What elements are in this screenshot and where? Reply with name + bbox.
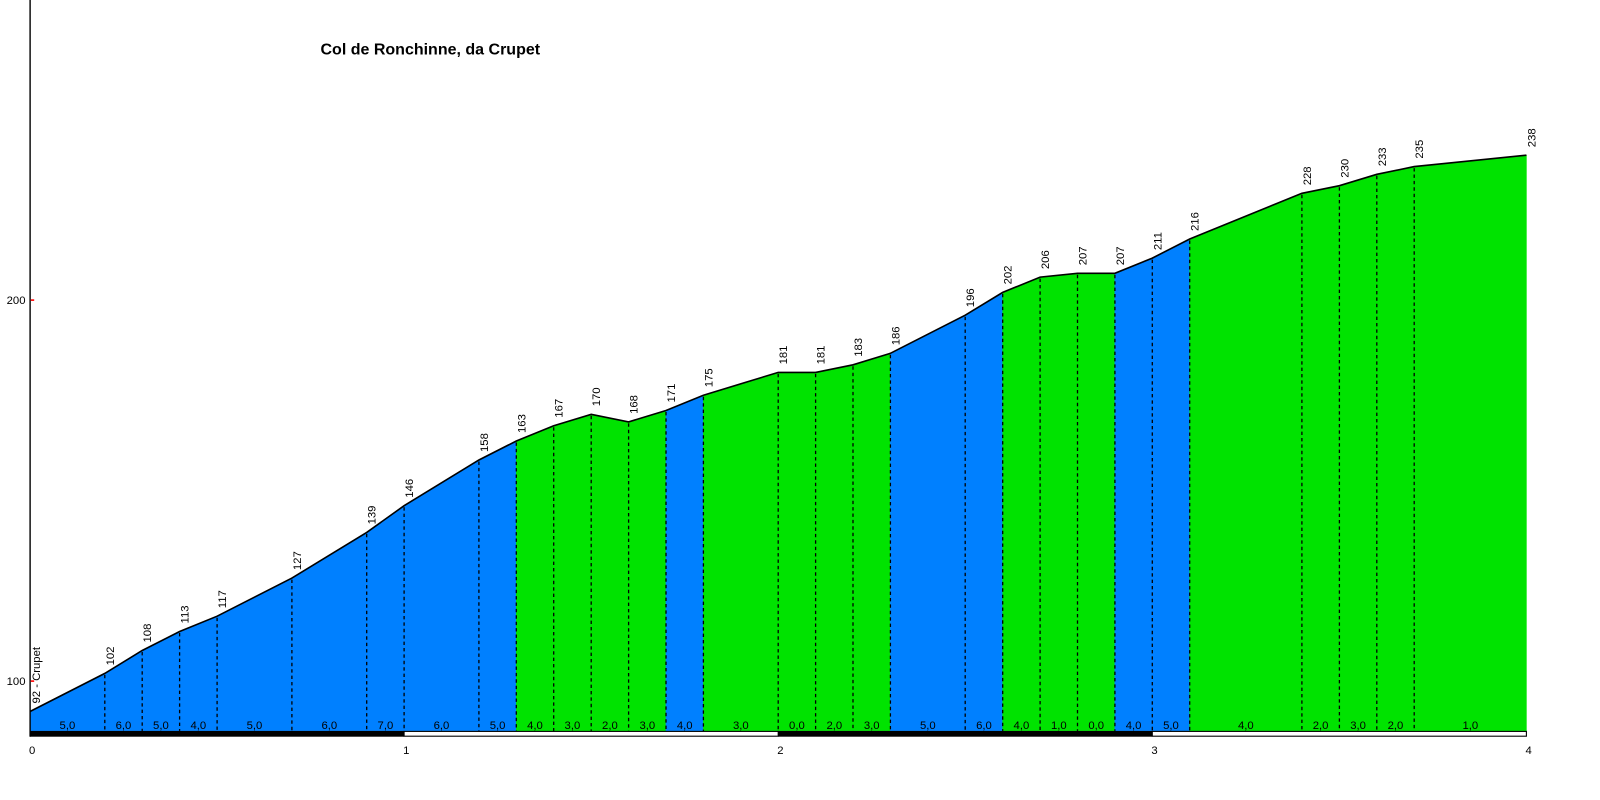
svg-text:5,0: 5,0 — [60, 720, 76, 732]
svg-text:5,0: 5,0 — [247, 720, 263, 732]
svg-text:207: 207 — [1115, 246, 1127, 265]
svg-text:92 - Crupet: 92 - Crupet — [31, 646, 43, 703]
svg-text:0,0: 0,0 — [789, 720, 805, 732]
svg-text:6,0: 6,0 — [116, 720, 132, 732]
svg-text:2,0: 2,0 — [602, 720, 618, 732]
svg-text:202: 202 — [1003, 266, 1015, 285]
svg-text:3,0: 3,0 — [1350, 720, 1366, 732]
svg-text:3,0: 3,0 — [639, 720, 655, 732]
svg-text:117: 117 — [217, 590, 229, 608]
svg-text:3,0: 3,0 — [864, 720, 880, 732]
svg-text:168: 168 — [629, 395, 641, 414]
svg-text:207: 207 — [1078, 246, 1090, 265]
svg-text:4: 4 — [1525, 745, 1531, 757]
svg-text:216: 216 — [1190, 212, 1202, 231]
svg-text:5,0: 5,0 — [920, 720, 936, 732]
svg-text:183: 183 — [853, 338, 865, 357]
svg-text:200: 200 — [7, 295, 26, 307]
svg-text:4,0: 4,0 — [190, 720, 206, 732]
svg-text:170: 170 — [591, 387, 603, 406]
svg-text:4,0: 4,0 — [1238, 720, 1254, 732]
svg-text:206: 206 — [1040, 250, 1052, 269]
svg-text:238: 238 — [1526, 128, 1538, 147]
svg-text:4,0: 4,0 — [1126, 720, 1142, 732]
svg-text:0,0: 0,0 — [1088, 720, 1104, 732]
svg-text:171: 171 — [666, 384, 678, 403]
svg-text:186: 186 — [890, 326, 902, 345]
svg-text:4,0: 4,0 — [527, 720, 543, 732]
svg-text:6,0: 6,0 — [976, 720, 992, 732]
svg-text:Col de Ronchinne, da Crupet: Col de Ronchinne, da Crupet — [321, 42, 541, 59]
svg-text:167: 167 — [554, 399, 566, 418]
svg-text:1: 1 — [403, 745, 409, 757]
svg-text:102: 102 — [105, 647, 117, 666]
svg-text:139: 139 — [367, 506, 379, 525]
svg-text:3,0: 3,0 — [733, 720, 749, 732]
svg-text:4,0: 4,0 — [677, 720, 693, 732]
svg-text:2,0: 2,0 — [1388, 720, 1404, 732]
svg-text:0: 0 — [29, 745, 35, 757]
svg-text:127: 127 — [292, 551, 304, 570]
svg-text:211: 211 — [1152, 232, 1164, 250]
svg-text:100: 100 — [7, 676, 26, 688]
svg-text:1,0: 1,0 — [1051, 720, 1067, 732]
svg-text:3,0: 3,0 — [565, 720, 581, 732]
svg-text:7,0: 7,0 — [378, 720, 394, 732]
svg-text:146: 146 — [404, 479, 416, 498]
svg-text:233: 233 — [1377, 147, 1389, 166]
svg-text:6,0: 6,0 — [321, 720, 337, 732]
svg-text:2: 2 — [777, 745, 783, 757]
svg-text:1,0: 1,0 — [1462, 720, 1478, 732]
svg-text:2,0: 2,0 — [1313, 720, 1329, 732]
svg-text:5,0: 5,0 — [153, 720, 169, 732]
svg-text:108: 108 — [142, 624, 154, 643]
svg-text:175: 175 — [703, 368, 715, 387]
svg-text:196: 196 — [965, 288, 977, 307]
svg-text:6,0: 6,0 — [434, 720, 450, 732]
svg-text:158: 158 — [479, 433, 491, 452]
svg-text:230: 230 — [1339, 159, 1351, 178]
svg-text:181: 181 — [816, 346, 828, 365]
svg-text:2,0: 2,0 — [826, 720, 842, 732]
svg-text:181: 181 — [778, 346, 790, 365]
svg-text:163: 163 — [516, 414, 528, 433]
svg-text:5,0: 5,0 — [1163, 720, 1179, 732]
svg-text:113: 113 — [180, 605, 192, 623]
svg-text:3: 3 — [1151, 745, 1157, 757]
svg-text:228: 228 — [1302, 166, 1314, 185]
svg-text:5,0: 5,0 — [490, 720, 506, 732]
svg-text:235: 235 — [1414, 140, 1426, 159]
svg-text:4,0: 4,0 — [1014, 720, 1030, 732]
